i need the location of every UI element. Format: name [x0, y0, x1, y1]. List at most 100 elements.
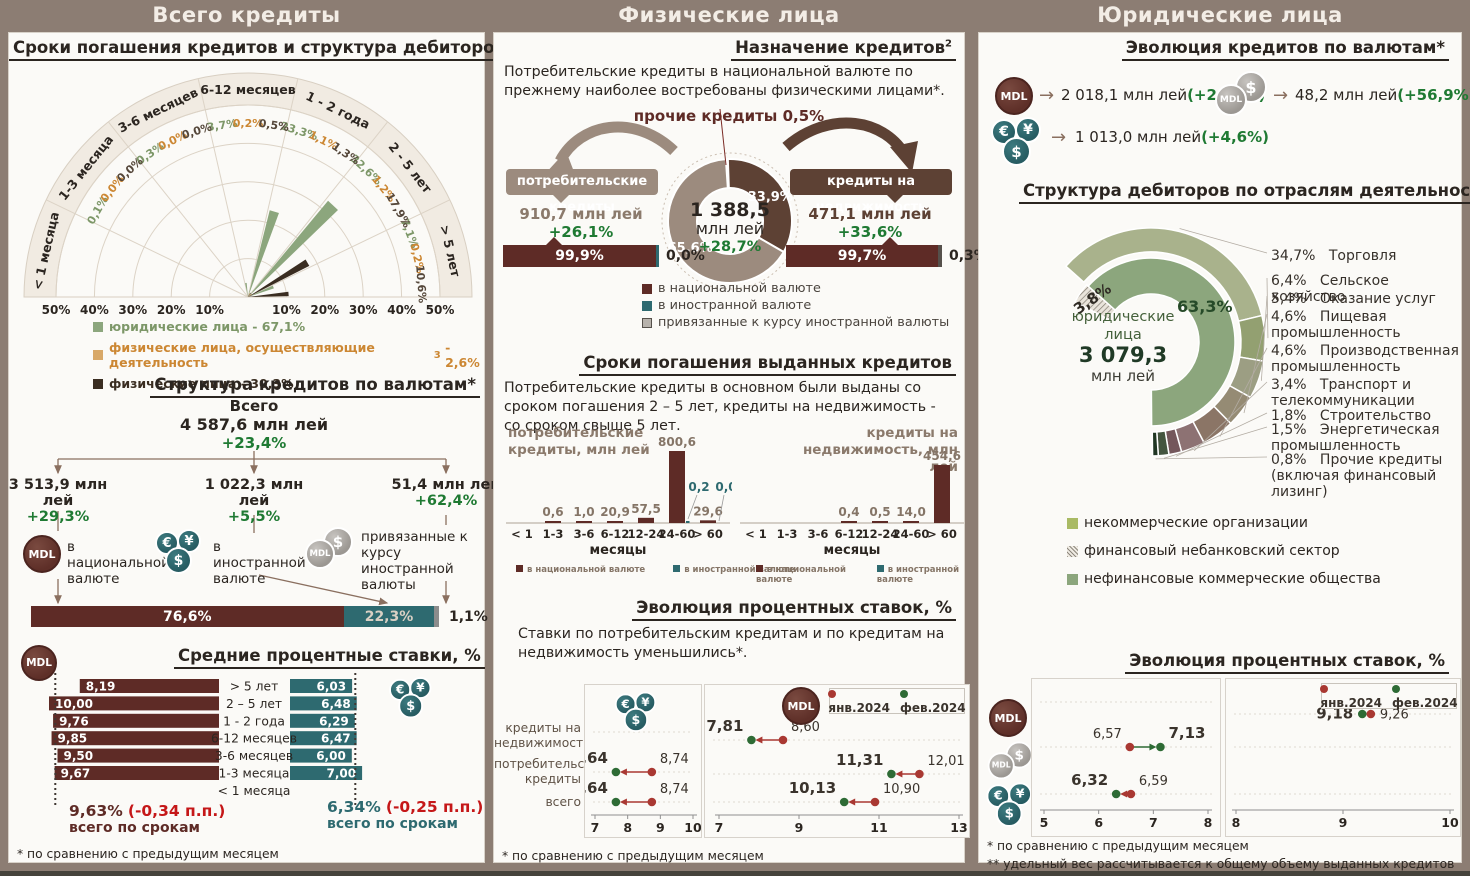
fx-credits-value: 1 013,0 млн лей(+4,6%): [1075, 128, 1269, 146]
label-foreign-currency: в иностранной валюте: [213, 539, 306, 587]
legend-item-individuals-business: физические лица, осуществляющие деятельн…: [93, 340, 484, 370]
issued-maturity-title: Сроки погашения выданных кредитов: [556, 353, 956, 376]
purpose-title: Назначение кредитов2: [656, 38, 956, 61]
svg-text:2 – 5 лет: 2 – 5 лет: [226, 697, 282, 711]
consumer-credits-badge: потребительские кредиты: [506, 169, 658, 215]
bar-segment: [434, 606, 439, 627]
svg-text:< 1: < 1: [511, 527, 533, 541]
arrow-right-icon: →: [1273, 85, 1289, 106]
svg-text:0,0%: 0,0%: [180, 120, 213, 141]
bar-segment: 76,6%: [31, 606, 344, 627]
svg-text:1 388,5: 1 388,5: [690, 199, 770, 221]
column-header-individuals: Физические лица: [618, 3, 840, 27]
footnote: * по сравнению с предыдущим месяцем: [17, 847, 279, 861]
footnote: * по сравнению с предыдущим месяцем: [987, 839, 1249, 853]
svg-text:10: 10: [684, 820, 701, 835]
tree-total-label: Всего: [229, 397, 279, 415]
consumer-credits-value: 910,7 млн лей +26,1%: [519, 205, 643, 241]
svg-text:< 1: < 1: [745, 527, 767, 541]
svg-text:> 60: > 60: [693, 527, 723, 541]
avg-rates-tornado-chart: 8,19 6,03 > 5 лет 10,00 6,48 2 – 5 лет 9,76 6,2…: [13, 669, 479, 819]
svg-text:3,7%: 3,7%: [206, 117, 238, 134]
bar-segment: 22,3%: [343, 606, 435, 627]
svg-text:6,32: 6,32: [1071, 771, 1108, 789]
currency-split-stacked-bar: 76,6% 22,3%: [31, 606, 439, 627]
rates-panel-left: 5 6 7 8 6,57 7,13 6,32 6,59: [1031, 678, 1221, 837]
svg-text:8,74: 8,74: [660, 782, 689, 797]
svg-text:9: 9: [1339, 815, 1348, 830]
svg-text:3-6 месяцев: 3-6 месяцев: [215, 749, 293, 763]
footnote: * по сравнению с предыдущим месяцем: [502, 849, 764, 863]
svg-text:63,3%: 63,3%: [1177, 297, 1233, 316]
issued-maturity-paragraph: Потребительские кредиты в основном были …: [504, 380, 936, 435]
consumer-bar-outside-label: 0,0%: [666, 248, 705, 264]
tree-node-linked: 51,4 млн лей +62,4%: [391, 477, 501, 509]
svg-text:0,4: 0,4: [838, 505, 859, 519]
feb-dot-icon: [899, 690, 908, 698]
mdl-coin-icon: MDL: [989, 699, 1027, 737]
svg-text:7: 7: [1149, 815, 1158, 830]
avg-rates-title: Средние процентные ставки, %: [174, 646, 485, 669]
mdl-coin-icon: MDL: [995, 77, 1033, 115]
consumer-chart-title: потребительские кредиты, млн лей: [508, 425, 650, 458]
consumer-chart-legend: в национальной валюте в иностранной валю…: [516, 565, 795, 575]
svg-text:6,57: 6,57: [1093, 727, 1122, 742]
svg-text:0,5%: 0,5%: [258, 117, 290, 134]
svg-text:3-6: 3-6: [808, 527, 829, 541]
svg-text:месяцы: месяцы: [824, 543, 881, 558]
svg-text:9,85: 9,85: [58, 732, 88, 746]
svg-text:13: 13: [950, 820, 967, 835]
industry-legend: некоммерческие организации финансовый неб…: [1067, 515, 1381, 599]
bottom-strip: [0, 871, 1470, 876]
label-linked-currency: привязанные к курсу иностранной валюты: [361, 529, 468, 593]
svg-text:9,76: 9,76: [59, 714, 89, 728]
svg-text:9,67: 9,67: [61, 767, 91, 781]
svg-text:29,6: 29,6: [693, 504, 723, 518]
fx-coins-icon: € ¥ $: [155, 529, 211, 581]
label-national-currency: в национальной валюте: [67, 539, 170, 587]
svg-text:0,5: 0,5: [869, 505, 890, 519]
rates-evolution-title: Эволюция процентных ставок, %: [606, 598, 956, 621]
svg-text:6-12 месяцев: 6-12 месяцев: [200, 82, 296, 97]
svg-text:10,6%: 10,6%: [413, 265, 429, 304]
svg-text:6,29: 6,29: [319, 714, 349, 728]
svg-text:40%: 40%: [387, 303, 416, 317]
legend-item-individuals: физические лица - 30,3%: [93, 376, 484, 391]
maturity-structure-title: Сроки погашения кредитов и структура деб…: [9, 38, 509, 61]
legend-item-legal: юридические лица - 67,1%: [93, 319, 484, 334]
svg-text:8: 8: [1204, 815, 1213, 830]
mdl-linked-coins-icon: $ MDL: [1215, 71, 1269, 121]
svg-text:7,00: 7,00: [326, 767, 356, 781]
industry-donut-chart: 3,8% 63,3% юридические лица 3 079,3 млн лей: [979, 209, 1463, 511]
bar-notch-up: [882, 237, 898, 245]
industry-legend-item: некоммерческие организации: [1067, 515, 1381, 531]
tree-total-value: 4 587,6 млн лей: [179, 415, 329, 434]
svg-text:30%: 30%: [349, 303, 378, 317]
jan-dot-icon: [828, 690, 837, 698]
svg-text:9: 9: [656, 820, 665, 835]
svg-text:1-3: 1-3: [543, 527, 564, 541]
svg-text:30%: 30%: [118, 303, 147, 317]
svg-text:9,26: 9,26: [1380, 708, 1409, 723]
mdl-coin-icon: MDL: [23, 535, 61, 573]
svg-text:20,9: 20,9: [600, 505, 630, 519]
svg-text:8: 8: [623, 820, 632, 835]
badge-notch: [886, 194, 904, 203]
svg-text:10%: 10%: [195, 303, 224, 317]
mdl-coin-icon: MDL: [21, 645, 57, 681]
tree-connectors: [54, 451, 450, 606]
svg-text:3-6: 3-6: [574, 527, 595, 541]
svg-text:65,6%: 65,6%: [668, 241, 713, 256]
svg-text:млн лей: млн лей: [696, 219, 764, 238]
svg-text:12,01: 12,01: [927, 754, 964, 769]
svg-text:1,3%: 1,3%: [329, 140, 362, 168]
legend-swatch-legal-icon: [93, 321, 103, 332]
bar-national-segment: 99,7%: [786, 245, 938, 267]
svg-text:14,0: 14,0: [896, 505, 926, 519]
bar-national-segment: 99,9%: [503, 245, 656, 267]
svg-text:1,0: 1,0: [573, 505, 594, 519]
svg-text:12-24: 12-24: [628, 527, 665, 541]
bar-linked-segment: [938, 245, 942, 267]
currency-split-outside-label: 1,1%: [449, 609, 488, 625]
consumer-maturity-chart: < 1 0,6 1-3 1,0 3-6 20,9 6-12 57,5 12-24 800,6 0,2…: [504, 435, 737, 561]
